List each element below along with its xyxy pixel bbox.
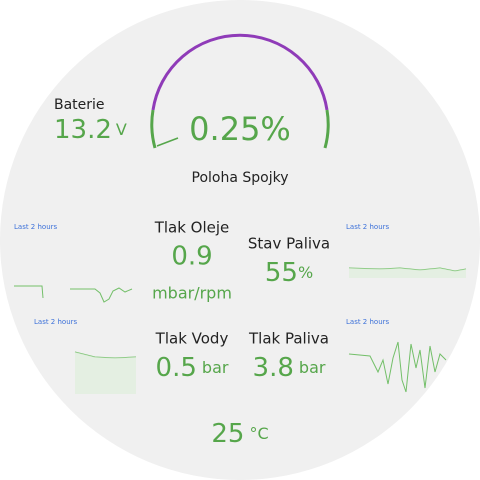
panel-label: Tlak Oleje (154, 219, 230, 237)
panel-value: 0.5 (156, 353, 197, 383)
panel-label: Tlak Vody (155, 330, 229, 348)
temperature-unit: °C (249, 424, 268, 443)
sparkline-fill (349, 268, 466, 278)
panel-value: 3.8 (253, 353, 294, 383)
battery-label: Baterie (54, 97, 105, 113)
battery-value: 13.2 (54, 115, 112, 145)
gauge-needle (156, 137, 179, 147)
clutch-unit: % (260, 110, 290, 148)
battery-reading: 13.2 V (54, 115, 127, 145)
gauge-arc-mid (151, 33, 329, 111)
sparkline-fill (75, 352, 136, 394)
panel-unit: bar (299, 358, 326, 377)
panel-value: 0.9 (171, 242, 212, 272)
panel-reading: 3.8 bar (253, 353, 326, 383)
gauge (150, 33, 330, 149)
clutch-label: Poloha Spojky (192, 170, 289, 186)
gauge-arc-low (150, 109, 157, 149)
sparkline (348, 341, 447, 393)
time-range: Last 2 hours (14, 223, 58, 231)
clutch-reading: 0.25% (189, 110, 291, 148)
battery-unit: V (116, 120, 127, 139)
time-range: Last 2 hours (34, 318, 78, 326)
time-range: Last 2 hours (346, 318, 390, 326)
panel-value: 55 (265, 258, 298, 288)
panel-unit: % (298, 263, 313, 282)
panel-unit: mbar/rpm (152, 284, 232, 303)
panel-unit: bar (202, 358, 229, 377)
panel-label: Tlak Paliva (248, 330, 329, 348)
panel-label: Stav Paliva (248, 235, 330, 253)
panel-reading: 55% (265, 258, 313, 288)
temperature-reading: 25 °C (211, 419, 268, 449)
temperature-value: 25 (211, 419, 244, 449)
time-range: Last 2 hours (346, 223, 390, 231)
gauge-arc-high (323, 109, 330, 149)
sparkline (14, 285, 133, 303)
panel-reading: 0.5 bar (156, 353, 229, 383)
sparkline-fills (75, 268, 466, 394)
clutch-value: 0.25 (189, 110, 260, 148)
